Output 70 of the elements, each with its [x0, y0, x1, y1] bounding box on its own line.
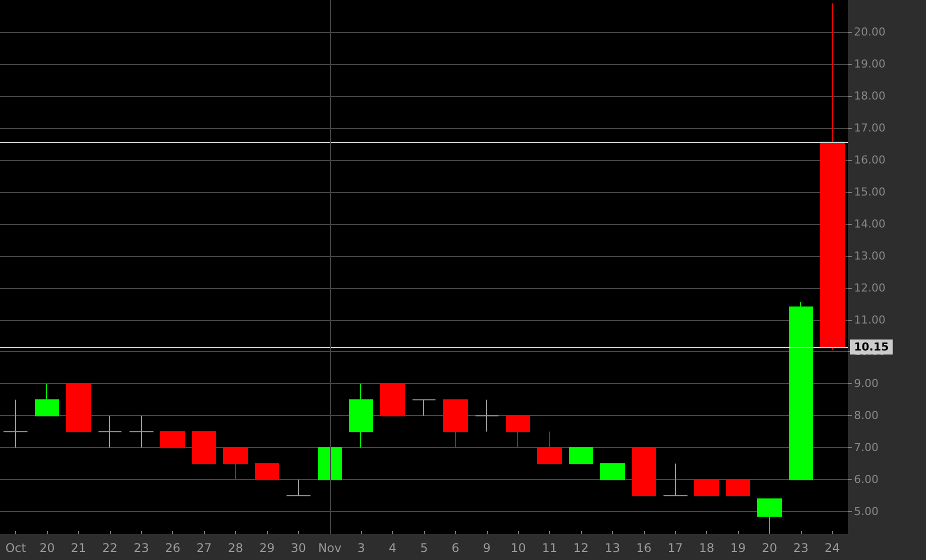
x-tick-label: 20 [762, 541, 778, 555]
candlestick [192, 431, 216, 464]
x-tick-label: Nov [318, 541, 342, 555]
y-tick-label: 16.00 [854, 153, 886, 166]
candlestick [569, 447, 593, 464]
y-tick-label: 5.00 [854, 505, 878, 518]
candlestick [380, 383, 405, 416]
candlestick [160, 431, 185, 448]
candlestick [757, 498, 782, 533]
y-tick-label: 20.00 [854, 25, 886, 38]
x-tick-label: 12 [573, 541, 589, 555]
candlestick [223, 447, 248, 480]
x-tick-label: 16 [636, 541, 652, 555]
y-tick-label: 19.00 [854, 57, 886, 70]
candlestick [537, 431, 562, 464]
x-tick-label: 21 [70, 541, 86, 555]
x-tick-label: 26 [165, 541, 180, 555]
x-tick-label: 27 [196, 541, 212, 555]
candlestick [98, 415, 122, 448]
y-tick-label: 8.00 [854, 409, 878, 422]
y-tick-label: 13.00 [854, 249, 886, 262]
candlestick [443, 399, 468, 448]
x-tick-label: Oct [5, 541, 26, 555]
candlestick [632, 447, 656, 496]
x-tick-label: 10 [510, 541, 526, 555]
x-tick-label: 20 [39, 541, 55, 555]
y-tick-label: 9.00 [854, 377, 878, 390]
candlestick [286, 479, 311, 496]
x-tick-label: 22 [102, 541, 118, 555]
x-tick-label: 30 [290, 541, 306, 555]
y-tick-label: 17.00 [854, 121, 886, 134]
ref-line-label: 10.15 [854, 340, 889, 354]
candlestick [663, 463, 688, 496]
candlestick [694, 479, 719, 496]
candlestick [789, 302, 813, 480]
x-tick-label: 24 [824, 541, 840, 555]
x-tick-label: 17 [668, 541, 683, 555]
x-tick-label: 9 [482, 541, 491, 555]
candlestick [318, 447, 342, 480]
candlestick [255, 463, 279, 480]
y-tick-label: 15.00 [854, 185, 886, 198]
y-tick-label: 12.00 [854, 281, 886, 294]
candlestick [349, 383, 373, 448]
x-tick-label: 4 [388, 541, 396, 555]
x-tick-label: 11 [542, 541, 558, 555]
x-tick-label: 6 [452, 541, 460, 555]
candlestick [506, 415, 530, 448]
candlestick [35, 383, 59, 416]
x-tick-label: 5 [420, 541, 428, 555]
x-tick-label: 28 [228, 541, 244, 555]
x-tick-label: 29 [259, 541, 275, 555]
x-tick-label: 19 [730, 541, 746, 555]
candlestick [475, 399, 499, 432]
x-tick-label: 13 [604, 541, 620, 555]
candlestick [820, 2, 845, 351]
x-tick-label: 23 [793, 541, 809, 555]
candlestick [412, 399, 436, 416]
candlestick [129, 415, 154, 448]
y-tick-label: 14.00 [854, 217, 886, 230]
y-tick-label: 6.00 [854, 473, 878, 486]
y-tick-label: 7.00 [854, 441, 878, 454]
x-tick-label: 23 [134, 541, 149, 555]
candlestick [726, 479, 750, 496]
candlestick [600, 463, 625, 480]
x-tick-label: 3 [357, 541, 366, 555]
y-tick-label: 11.00 [854, 313, 886, 326]
y-tick-label: 18.00 [854, 89, 886, 102]
x-tick-label: 18 [699, 541, 714, 555]
candlestick [3, 399, 28, 448]
candlestick [66, 383, 91, 432]
